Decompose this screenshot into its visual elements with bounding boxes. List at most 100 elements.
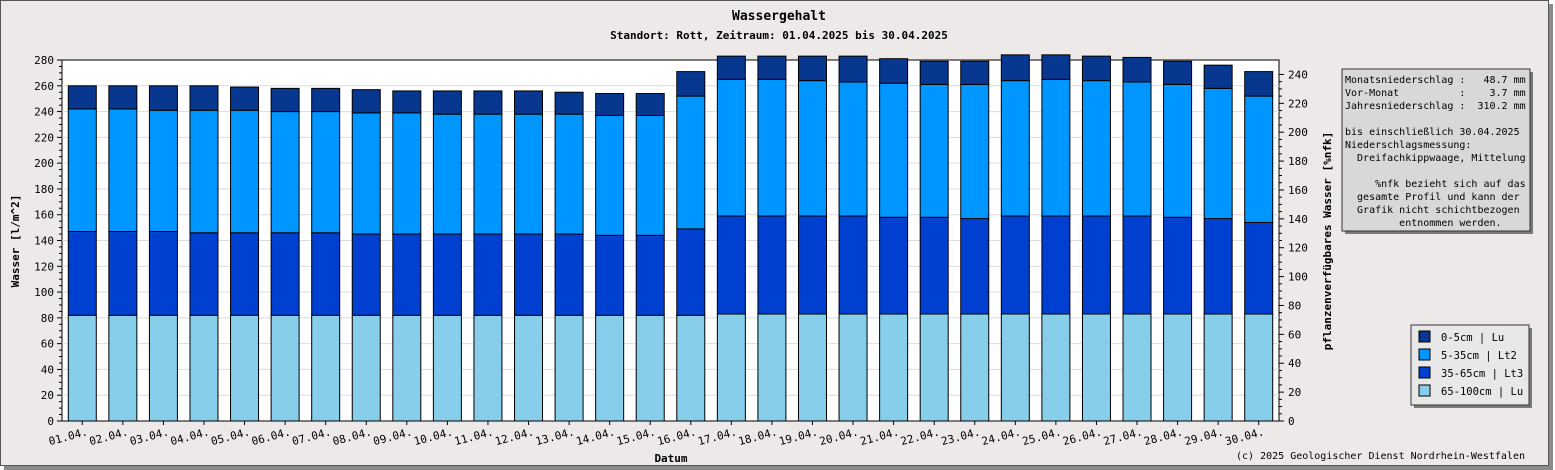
- y-tick-label: 100: [34, 286, 54, 299]
- legend-swatch: [1418, 366, 1431, 379]
- bar-segment: [1122, 81, 1152, 217]
- bar-segment: [554, 233, 584, 316]
- x-tick-label: 25.04.: [1021, 425, 1063, 448]
- y2-tick-label: 200: [1288, 126, 1308, 139]
- x-tick-label: 06.04.: [250, 425, 292, 448]
- bar-segment: [1203, 218, 1233, 315]
- bar-segment: [108, 314, 138, 422]
- bar-segment: [432, 113, 462, 235]
- bar-segment: [108, 108, 138, 232]
- y-tick-label: 40: [41, 363, 54, 376]
- bar-segment: [919, 216, 949, 315]
- y-tick-label: 60: [41, 338, 54, 351]
- y2-axis-label: pflanzenverfügbares Wasser [%nfk]: [1321, 132, 1334, 351]
- bar-segment: [797, 80, 827, 217]
- x-tick-label: 22.04.: [899, 425, 941, 448]
- bar-segment: [1041, 215, 1071, 315]
- x-tick-label: 02.04.: [88, 425, 130, 448]
- bar-segment: [67, 230, 97, 316]
- bar-segment: [148, 109, 178, 232]
- info-line: gesamte Profil und kann der: [1345, 192, 1520, 203]
- x-tick-label: 28.04.: [1143, 425, 1185, 448]
- bar-segment: [1081, 215, 1111, 315]
- legend-items: 0-5cm | Lu 5-35cm | Lt2 35-65cm | Lt3 65-10…: [1418, 330, 1523, 398]
- info-line: entnommen werden.: [1345, 218, 1502, 229]
- bar-segment: [1244, 95, 1274, 223]
- bar-segment: [230, 314, 260, 422]
- bar-segment: [392, 314, 422, 422]
- y-tick-label: 140: [34, 235, 54, 248]
- bar-segment: [1203, 313, 1233, 422]
- x-tick-label: 12.04.: [494, 425, 536, 448]
- bar-segment: [554, 91, 584, 115]
- bar-segment: [1122, 215, 1152, 315]
- bar-segment: [879, 313, 909, 422]
- bar-segment: [270, 87, 300, 113]
- bar-segment: [432, 90, 462, 115]
- bar-segment: [757, 55, 787, 80]
- bar-segment: [189, 232, 219, 316]
- bar-segment: [514, 113, 544, 235]
- y-tick-label: 160: [34, 209, 54, 222]
- bar-segment: [1081, 313, 1111, 422]
- x-tick-label: 01.04.: [47, 425, 89, 448]
- x-axis-ticks: 01.04.02.04.03.04.04.04.05.04.06.04.07.0…: [47, 421, 1265, 448]
- bar-segment: [351, 89, 381, 114]
- y2-tick-label: 60: [1288, 328, 1301, 341]
- legend-label: 5-35cm | Lt2: [1441, 350, 1517, 362]
- bar-segment: [67, 85, 97, 110]
- bar-segment: [595, 314, 625, 422]
- y-tick-label: 20: [41, 389, 54, 402]
- bar-segment: [1203, 87, 1233, 220]
- bar-segment: [757, 313, 787, 422]
- bar-segment: [514, 314, 544, 422]
- bar-segment: [148, 314, 178, 422]
- y2-tick-label: 240: [1288, 68, 1308, 81]
- bar-segment: [311, 111, 341, 234]
- y2-tick-label: 40: [1288, 357, 1301, 370]
- bar-segment: [473, 90, 503, 115]
- bar-segment: [797, 313, 827, 422]
- chart-subtitle: Standort: Rott, Zeitraum: 01.04.2025 bis…: [610, 29, 948, 42]
- legend-label: 35-65cm | Lt3: [1441, 368, 1523, 380]
- bars-group: [67, 54, 1274, 422]
- info-line: Monatsniederschlag : 48.7 mm: [1345, 75, 1526, 86]
- x-tick-label: 29.04.: [1183, 425, 1225, 448]
- bar-segment: [716, 215, 746, 315]
- bar-segment: [1122, 56, 1152, 83]
- bar-segment: [108, 85, 138, 110]
- y2-tick-label: 220: [1288, 97, 1308, 110]
- y-tick-label: 180: [34, 183, 54, 196]
- bar-segment: [838, 215, 868, 315]
- bar-segment: [270, 111, 300, 234]
- bar-segment: [595, 234, 625, 316]
- bar-segment: [1000, 215, 1030, 315]
- y-tick-label: 0: [47, 415, 54, 428]
- x-axis-label: Datum: [654, 452, 687, 465]
- bar-segment: [676, 314, 706, 422]
- y2-axis-ticks: 0 20 40 60 80 100 120 140 160 180 200 220 240: [1279, 68, 1308, 428]
- y2-tick-label: 140: [1288, 213, 1308, 226]
- bar-segment: [960, 218, 990, 315]
- bar-segment: [189, 314, 219, 422]
- bar-segment: [716, 55, 746, 80]
- bar-segment: [1000, 54, 1030, 82]
- y2-tick-label: 160: [1288, 184, 1308, 197]
- y2-tick-label: 20: [1288, 386, 1301, 399]
- bar-segment: [919, 313, 949, 422]
- bar-segment: [392, 112, 422, 235]
- bar-segment: [67, 314, 97, 422]
- bar-segment: [716, 313, 746, 422]
- x-tick-label: 17.04.: [696, 425, 738, 448]
- bar-segment: [1244, 71, 1274, 97]
- bar-segment: [108, 230, 138, 316]
- bar-segment: [230, 232, 260, 316]
- chart-title: Wassergehalt: [732, 9, 826, 24]
- bar-segment: [148, 230, 178, 316]
- info-box: Monatsniederschlag : 48.7 mm Vor-Monat : …: [1341, 68, 1533, 234]
- legend-label: 0-5cm | Lu: [1441, 332, 1504, 344]
- x-tick-label: 27.04.: [1102, 425, 1144, 448]
- bar-segment: [351, 233, 381, 316]
- bar-segment: [270, 232, 300, 316]
